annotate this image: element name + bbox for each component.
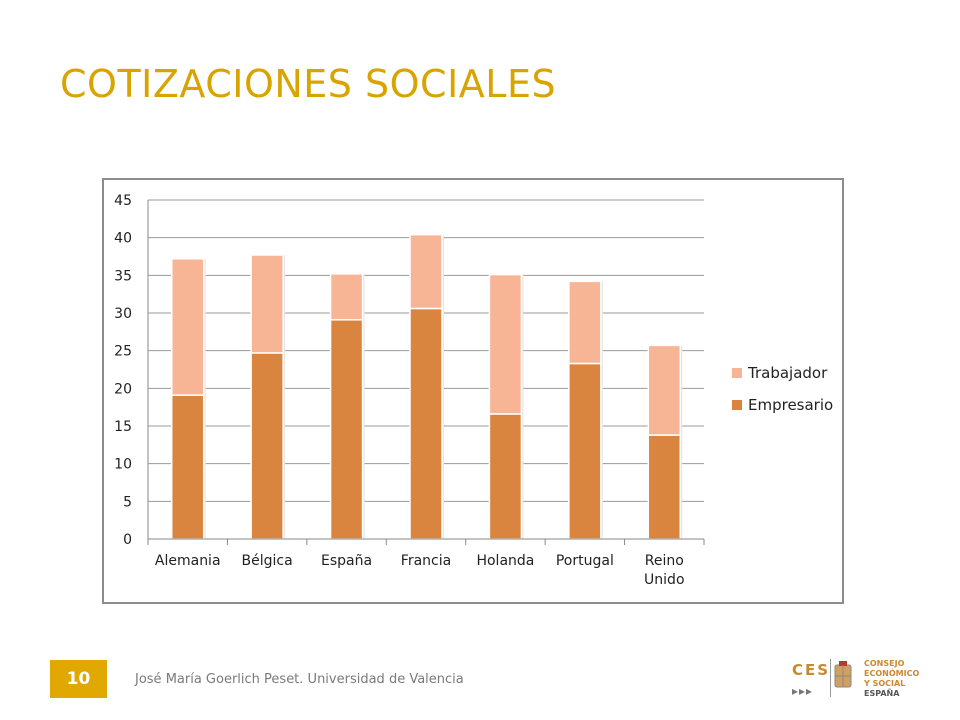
bar-trabajador	[250, 254, 284, 354]
y-tick-label: 0	[123, 532, 132, 548]
legend-label: Trabajador	[747, 364, 828, 382]
x-category-label: España	[321, 553, 372, 569]
bar-empresario	[647, 434, 682, 540]
coat-of-arms-icon	[830, 659, 852, 697]
bar-empresario	[488, 413, 523, 540]
ces-logo: CES ▸▸▸ CONSEJO ECONÓMICO Y SOCIAL ESPAÑ…	[792, 657, 932, 705]
stacked-bar-chart: 0 5 10 15 20 25 30 35 40 45 Alemania Bélgica España F…	[114, 193, 833, 588]
y-tick-label: 30	[114, 306, 132, 322]
y-tick-label: 40	[114, 231, 132, 247]
bar-trabajador	[647, 344, 682, 436]
bar-empresario	[568, 362, 602, 540]
logo-line: ESPAÑA	[864, 689, 900, 698]
slide-title: COTIZACIONES SOCIALES	[60, 62, 557, 106]
bar-empresario	[170, 394, 205, 540]
footer-author: José María Goerlich Peset. Universidad d…	[135, 672, 464, 687]
logo-arrows: ▸▸▸	[792, 684, 814, 698]
bar-trabajador	[568, 280, 602, 365]
x-category-label: Alemania	[155, 553, 221, 569]
y-tick-label: 45	[114, 193, 132, 209]
y-tick-label: 15	[114, 419, 132, 435]
y-tick-label: 10	[114, 457, 132, 473]
logo-ces-abbr: CES	[792, 661, 831, 679]
bar-trabajador	[409, 233, 443, 310]
logo-line: Y SOCIAL	[864, 679, 906, 688]
bar-empresario	[250, 352, 284, 540]
y-tick-label: 20	[114, 381, 132, 397]
bar-empresario	[409, 307, 443, 540]
bar-trabajador	[329, 273, 364, 321]
logo-line: CONSEJO	[864, 659, 905, 668]
y-tick-label: 35	[114, 268, 132, 284]
x-category-label: Reino Unido	[644, 553, 684, 588]
chart-frame: 0 5 10 15 20 25 30 35 40 45 Alemania Bélgica España F…	[102, 178, 844, 604]
y-tick-label: 25	[114, 344, 132, 360]
legend-label: Empresario	[748, 396, 833, 414]
x-category-label: Holanda	[476, 553, 534, 569]
bar-trabajador	[488, 273, 523, 415]
x-category-label: Portugal	[556, 553, 614, 569]
x-category-label: Bélgica	[242, 553, 293, 569]
logo-line: ECONÓMICO	[864, 669, 920, 678]
legend-swatch	[732, 368, 742, 378]
logo-text: CONSEJO ECONÓMICO Y SOCIAL ESPAÑA	[864, 659, 919, 699]
bar-trabajador	[170, 258, 205, 396]
bar-empresario	[329, 319, 364, 540]
legend-swatch	[732, 400, 742, 410]
x-category-label: Francia	[401, 553, 451, 569]
page-number-badge: 10	[50, 660, 107, 698]
y-tick-label: 5	[123, 494, 132, 510]
